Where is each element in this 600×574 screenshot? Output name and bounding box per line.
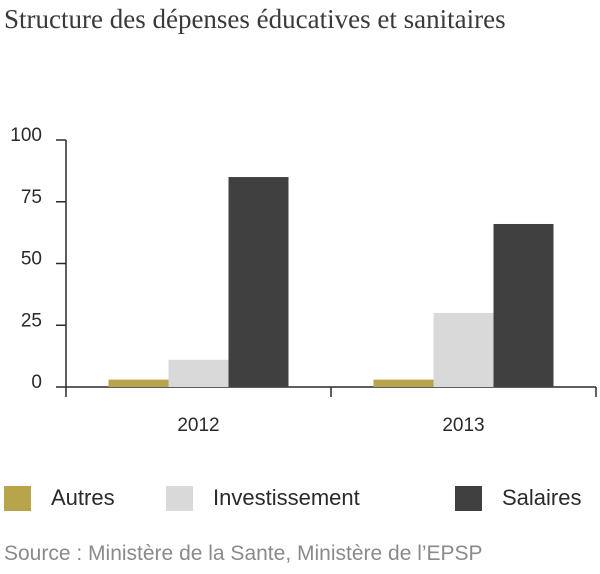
- y-tick-label: 0: [31, 372, 42, 393]
- bar-autres-2013: [373, 379, 434, 387]
- bar-investissement-2012: [168, 359, 229, 387]
- y-axis-labels: 0 25 50 75 100: [10, 125, 42, 393]
- y-tick-label: 25: [21, 310, 42, 331]
- chart-title: Structure des dépenses éducatives et san…: [4, 4, 506, 34]
- legend-swatch-autres: [4, 485, 31, 511]
- bar-investissement-2013: [433, 312, 494, 387]
- legend: Autres Investissement Salaires: [0, 478, 600, 518]
- legend-label-autres: Autres: [51, 485, 115, 510]
- x-tick-label: 2013: [442, 415, 484, 436]
- bar-autres-2012: [108, 379, 169, 387]
- x-axis-labels: 2012 2013: [177, 415, 484, 436]
- legend-label-salaires: Salaires: [502, 485, 582, 510]
- bar-salaires-2013: [493, 223, 554, 387]
- x-tick-label: 2012: [177, 415, 219, 436]
- legend-item-investissement: Investissement: [166, 478, 360, 518]
- bars: [108, 177, 554, 387]
- y-tick-label: 50: [21, 249, 42, 270]
- legend-item-autres: Autres: [4, 478, 115, 518]
- y-tick-label: 100: [10, 125, 42, 146]
- y-tick-label: 75: [21, 187, 42, 208]
- legend-swatch-salaires: [455, 485, 482, 511]
- bar-chart: 0 25 50 75 100 2012 2013: [10, 125, 597, 436]
- source-note: Source : Ministère de la Sante, Ministèr…: [4, 542, 483, 565]
- legend-item-salaires: Salaires: [455, 478, 581, 518]
- legend-swatch-investissement: [166, 485, 193, 511]
- bar-salaires-2012: [228, 177, 289, 387]
- legend-label-investissement: Investissement: [213, 485, 360, 510]
